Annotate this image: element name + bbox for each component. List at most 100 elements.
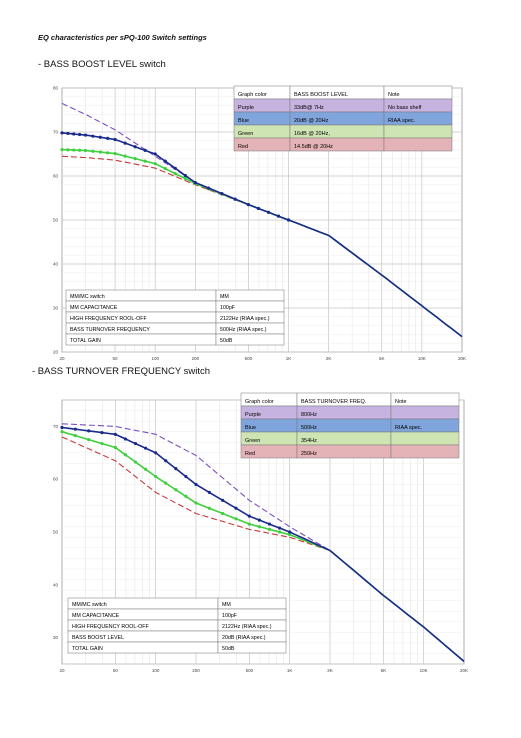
legend-header-label: Note xyxy=(388,92,400,98)
x-tick-label: 100 xyxy=(151,356,159,361)
legend-cell-label: 250Hz xyxy=(301,451,317,457)
series-marker-green xyxy=(133,157,137,161)
series-marker-green xyxy=(100,441,104,446)
series-marker-green xyxy=(221,511,225,516)
series-marker-green xyxy=(194,501,198,505)
series-marker-blue xyxy=(113,137,117,142)
legend-header-label: Graph color xyxy=(238,92,267,98)
legend-cell-red xyxy=(390,444,460,459)
info-label: HIGH FREQUENCY ROOL-OFF xyxy=(72,624,149,630)
info-label: MM/MC switch xyxy=(70,294,105,300)
legend-cell-label: 20dB @ 20Hz xyxy=(294,118,329,124)
series-marker-blue xyxy=(143,446,148,450)
series-marker-blue xyxy=(207,490,211,494)
series-marker-blue xyxy=(87,429,91,433)
series-marker-green xyxy=(164,481,168,485)
y-tick-label: 30 xyxy=(53,635,59,640)
series-marker-blue xyxy=(153,152,157,156)
series-marker-green xyxy=(123,453,128,457)
legend-header-label: BASS TURNOVER FREQ. xyxy=(301,399,367,405)
series-marker-blue xyxy=(123,141,127,145)
x-tick-label: 20 xyxy=(59,668,65,673)
series-marker-blue xyxy=(288,530,292,534)
legend-cell-red xyxy=(383,137,453,152)
legend-header-label: BASS BOOST LEVEL xyxy=(294,92,348,98)
info-label: MM CAPACITANCE xyxy=(70,305,118,311)
series-marker-blue xyxy=(143,148,147,152)
info-value: 100pF xyxy=(220,305,236,311)
info-value: 100pF xyxy=(222,613,238,619)
info-label: BASS TURNOVER FREQUENCY xyxy=(70,327,150,333)
x-tick-label: 500 xyxy=(246,668,254,673)
legend-cell-label: Blue xyxy=(238,118,249,124)
x-tick-label: 5K xyxy=(381,668,387,673)
series-marker-blue xyxy=(174,467,178,471)
series-marker-green xyxy=(66,148,70,152)
y-tick-label: 70 xyxy=(53,130,59,135)
legend-cell-green xyxy=(383,124,453,139)
x-tick-label: 1K xyxy=(286,356,292,361)
legend-header-label: Graph color xyxy=(245,399,274,405)
series-marker-blue xyxy=(221,498,225,502)
legend-cell-label: RIAA spec. xyxy=(388,118,416,124)
y-tick-label: 40 xyxy=(53,582,59,587)
series-marker-green xyxy=(78,148,82,152)
series-marker-blue xyxy=(72,132,76,136)
y-tick-label: 50 xyxy=(53,530,59,535)
legend-cell-green xyxy=(390,431,460,446)
info-label: MM/MC switch xyxy=(72,602,107,608)
legend-cell-label: 500Hz xyxy=(301,425,317,431)
info-value: MM xyxy=(222,602,231,608)
series-marker-green xyxy=(163,167,167,171)
series-marker-blue xyxy=(257,518,262,522)
series-marker-blue xyxy=(267,522,272,526)
info-cell xyxy=(217,641,287,654)
legend-header-label: Note xyxy=(395,399,407,405)
series-marker-green xyxy=(143,467,148,471)
x-tick-label: 2K xyxy=(327,668,333,673)
info-value: MM xyxy=(220,294,229,300)
series-marker-blue xyxy=(91,134,95,138)
series-marker-blue xyxy=(247,514,251,518)
series-marker-green xyxy=(173,171,177,176)
series-marker-green xyxy=(72,148,76,152)
series-marker-blue xyxy=(133,145,137,149)
legend-cell-label: Green xyxy=(238,131,253,137)
legend-cell-label: Green xyxy=(245,438,260,444)
legend-cell-purple xyxy=(390,405,460,420)
info-label: HIGH FREQUENCY ROOL-OFF xyxy=(70,316,147,322)
x-tick-label: 10K xyxy=(420,668,428,673)
y-tick-label: 50 xyxy=(53,218,59,223)
series-marker-blue xyxy=(233,197,237,201)
info-value: 50dB xyxy=(222,646,235,652)
series-marker-green xyxy=(247,522,251,526)
series-marker-blue xyxy=(133,441,138,446)
x-tick-label: 5K xyxy=(379,356,385,361)
series-marker-green xyxy=(83,148,88,153)
series-marker-green xyxy=(133,460,138,464)
series-marker-green xyxy=(234,517,238,521)
info-label: TOTAL GAIN xyxy=(72,646,103,652)
y-tick-label: 80 xyxy=(53,86,59,91)
x-tick-label: 200 xyxy=(192,356,200,361)
series-marker-blue xyxy=(173,166,177,170)
series-marker-blue xyxy=(73,427,77,431)
legend-cell-label: RIAA spec. xyxy=(395,425,423,431)
series-marker-blue xyxy=(184,474,188,479)
series-marker-blue xyxy=(66,131,70,136)
series-marker-blue xyxy=(78,132,82,137)
series-marker-green xyxy=(183,176,187,181)
legend-cell-label: 354Hz xyxy=(301,438,317,444)
series-marker-green xyxy=(143,159,147,163)
series-marker-green xyxy=(184,494,188,498)
series-marker-green xyxy=(106,151,110,155)
series-marker-blue xyxy=(286,218,291,222)
x-tick-label: 20 xyxy=(59,356,65,361)
series-marker-green xyxy=(98,150,102,154)
info-value: 500Hz (RIAA spec.) xyxy=(220,327,267,333)
info-cell xyxy=(215,333,285,346)
series-marker-blue xyxy=(60,425,64,430)
legend-cell-label: Purple xyxy=(245,412,261,418)
series-marker-green xyxy=(267,527,272,531)
section-title-bass-turnover: - BASS TURNOVER FREQUENCY switch xyxy=(32,366,211,377)
